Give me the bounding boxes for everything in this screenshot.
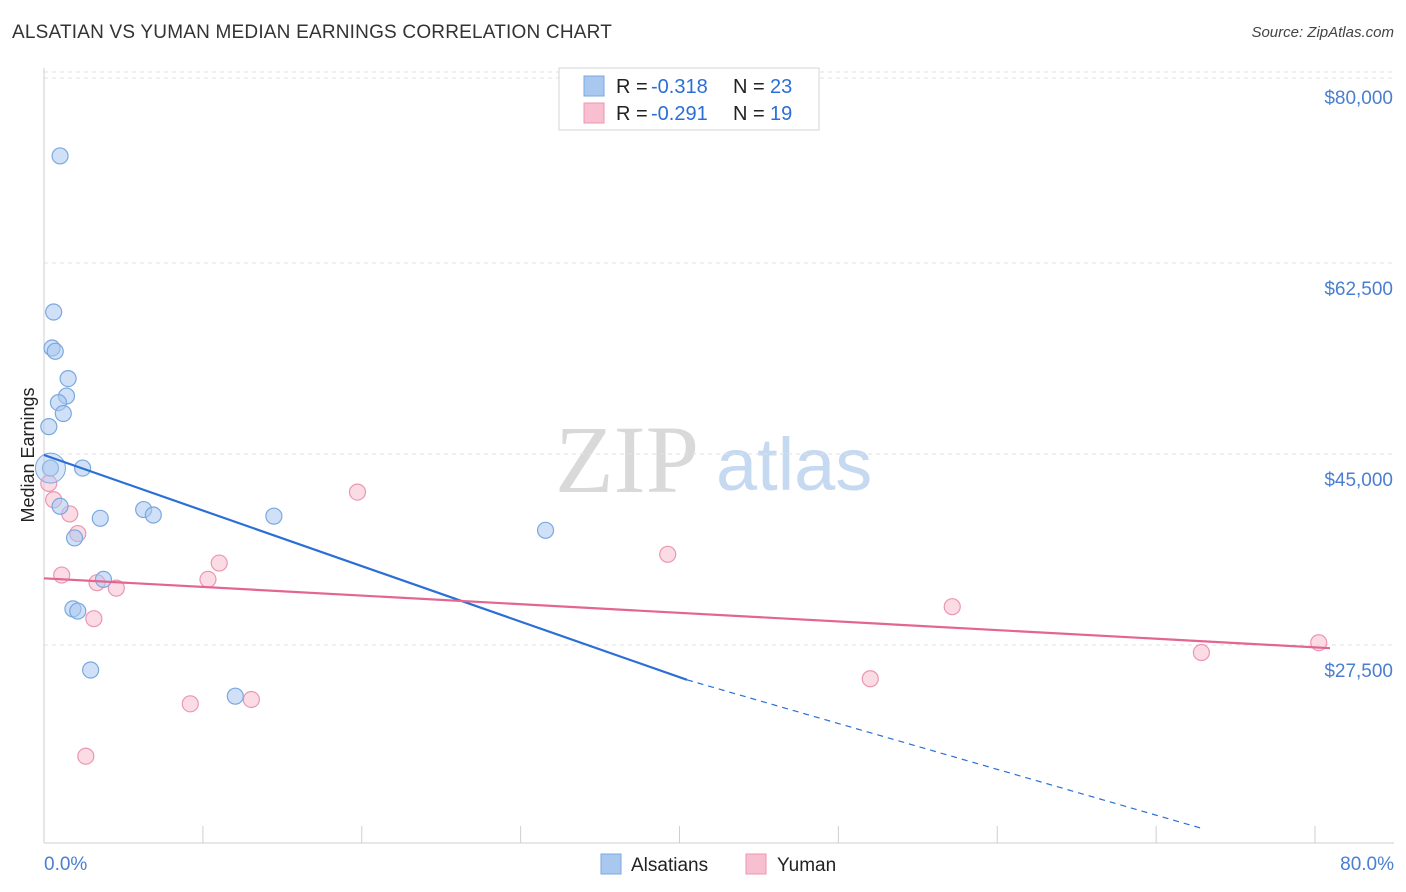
bottom-legend-label-yuman: Yuman xyxy=(777,855,836,876)
yuman-point xyxy=(107,579,125,597)
alsatians-points xyxy=(34,147,555,705)
alsatians-point xyxy=(54,404,72,423)
yuman-point xyxy=(242,690,260,709)
legend-swatch-alsatians xyxy=(583,75,605,97)
alsatians-point xyxy=(91,509,109,527)
yuman-point xyxy=(1192,643,1211,662)
yuman-point xyxy=(77,747,95,765)
alsatians-point xyxy=(40,418,58,436)
y-axis-label: Median Earnings xyxy=(18,387,38,522)
legend-n-label-alsatians: N = xyxy=(733,76,765,98)
y-tick-label: $80,000 xyxy=(1324,88,1393,109)
legend-n-label-yuman: N = xyxy=(733,103,765,125)
alsatians-trend-line xyxy=(43,453,688,681)
bottom-legend-swatch-alsatians xyxy=(600,853,622,875)
y-tick-label: $45,000 xyxy=(1324,470,1393,491)
y-axis-tick-labels: $80,000 $62,500 $45,000 $27,500 xyxy=(1324,88,1393,682)
legend-swatch-yuman xyxy=(583,102,605,124)
watermark-zip: ZIP xyxy=(555,406,699,513)
alsatians-point xyxy=(265,507,283,525)
legend-r-value-yuman: -0.291 xyxy=(651,103,708,125)
yuman-point xyxy=(659,545,677,563)
yuman-trend-line xyxy=(43,577,1331,650)
bottom-legend-label-alsatians: Alsatians xyxy=(631,855,708,876)
bottom-legend-swatch-yuman xyxy=(745,853,767,875)
yuman-point xyxy=(181,695,199,713)
yuman-point xyxy=(210,554,228,572)
yuman-points xyxy=(40,474,1328,765)
alsatians-point xyxy=(69,602,87,620)
yuman-point xyxy=(85,610,103,628)
yuman-point xyxy=(943,598,961,616)
watermark-atlas: atlas xyxy=(716,423,872,506)
y-tick-label: $62,500 xyxy=(1324,279,1393,300)
trend-lines xyxy=(43,453,1331,829)
alsatians-point xyxy=(51,497,69,515)
alsatians-point xyxy=(51,147,69,165)
grid xyxy=(44,71,1394,646)
yuman-point xyxy=(199,570,217,589)
alsatians-trend-extension xyxy=(686,679,1202,829)
yuman-point xyxy=(348,483,367,501)
x-tick-label-min: 0.0% xyxy=(44,854,87,875)
alsatians-point xyxy=(65,529,84,547)
alsatians-point xyxy=(46,342,64,360)
series-legend: Alsatians Yuman xyxy=(600,853,836,876)
x-axis-ticks xyxy=(202,826,1316,843)
alsatians-point xyxy=(94,570,113,589)
alsatians-point xyxy=(59,369,77,388)
x-tick-label-max: 80.0% xyxy=(1340,854,1394,875)
alsatians-point xyxy=(536,521,555,539)
alsatians-point xyxy=(144,506,162,524)
legend-n-value-alsatians: 23 xyxy=(770,76,792,98)
alsatians-point xyxy=(45,303,63,321)
correlation-legend: R = -0.318 N = 23 R = -0.291 N = 19 xyxy=(558,67,820,131)
chart-title: ALSATIAN VS YUMAN MEDIAN EARNINGS CORREL… xyxy=(12,22,613,43)
yuman-point xyxy=(861,670,879,688)
legend-r-label-alsatians: R = xyxy=(616,76,648,98)
y-tick-label: $27,500 xyxy=(1324,661,1393,682)
legend-r-value-alsatians: -0.318 xyxy=(651,76,708,98)
legend-r-label-yuman: R = xyxy=(616,103,648,125)
alsatians-point xyxy=(226,687,244,705)
alsatians-point xyxy=(82,661,100,679)
alsatians-point xyxy=(41,459,60,477)
source-label: Source: ZipAtlas.com xyxy=(1251,24,1394,41)
legend-n-value-yuman: 19 xyxy=(770,103,792,125)
